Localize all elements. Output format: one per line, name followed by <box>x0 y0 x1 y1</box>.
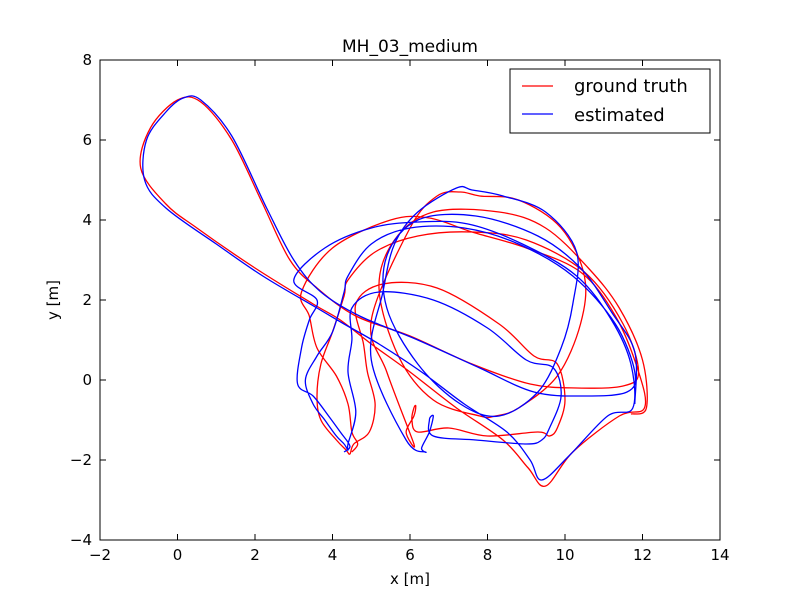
y-tick-label: 6 <box>82 131 92 149</box>
legend-label-ground-truth: ground truth <box>574 76 688 97</box>
series-line-estimated <box>142 95 638 481</box>
y-tick-label: 4 <box>82 211 92 229</box>
y-tick-label: 0 <box>82 371 92 389</box>
legend: ground truth estimated <box>509 68 711 134</box>
series-layer <box>139 95 648 487</box>
x-tick-label: 12 <box>633 546 652 564</box>
x-tick-label: −2 <box>89 546 111 564</box>
y-tick-label: −2 <box>70 451 92 469</box>
x-tick-label: 14 <box>710 546 729 564</box>
chart-title: MH_03_medium <box>342 37 478 57</box>
x-tick-label: 0 <box>173 546 183 564</box>
legend-label-estimated: estimated <box>574 105 665 126</box>
x-tick-label: 6 <box>405 546 415 564</box>
y-axis-label: y [m] <box>44 280 62 320</box>
x-tick-label: 4 <box>328 546 338 564</box>
y-tick-label: 2 <box>82 291 92 309</box>
x-tick-label: 10 <box>555 546 574 564</box>
x-tick-label: 2 <box>250 546 260 564</box>
x-tick-label: 8 <box>483 546 493 564</box>
y-tick-label: 8 <box>82 51 92 69</box>
legend-box <box>509 68 711 134</box>
y-tick-label: −4 <box>70 531 92 549</box>
series-line-ground-truth <box>139 96 648 487</box>
x-axis-label: x [m] <box>390 570 430 588</box>
